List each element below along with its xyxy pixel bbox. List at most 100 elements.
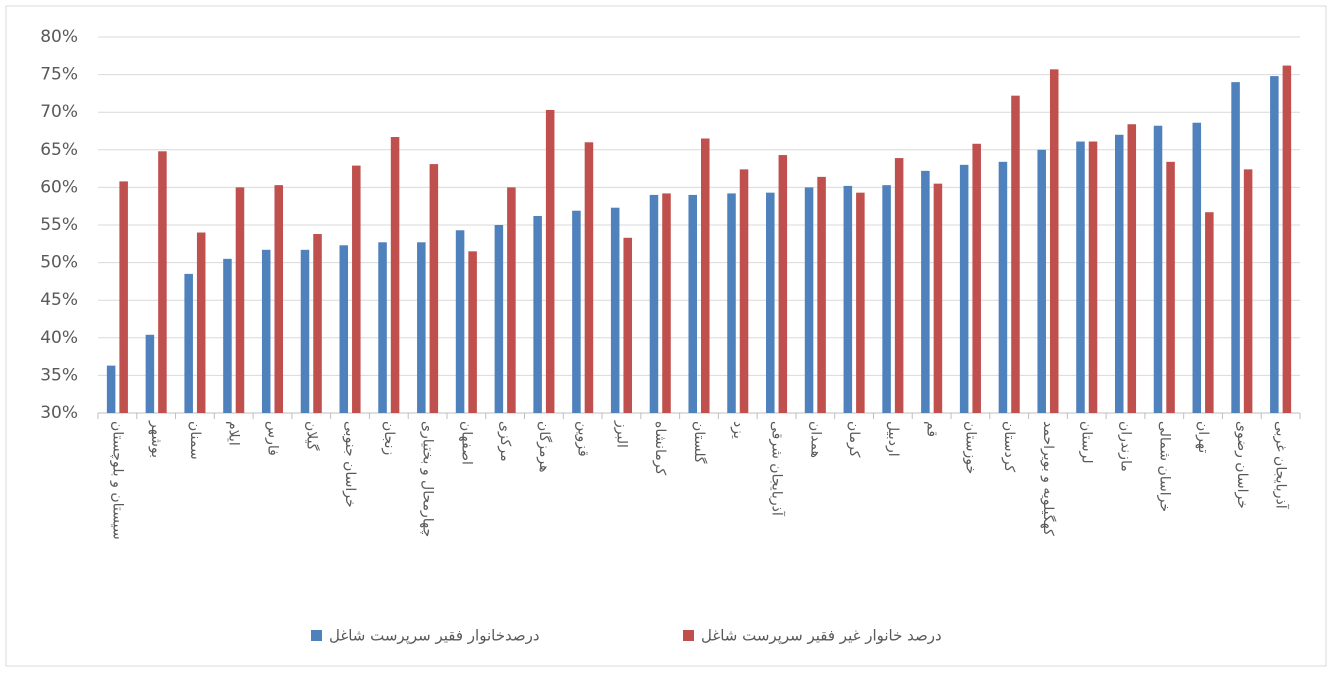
bar (1127, 124, 1137, 414)
bar (843, 185, 853, 413)
bar (390, 137, 400, 414)
x-tick-label: گیلان (303, 421, 320, 451)
x-tick-label: سیستان و بلوچستان (109, 421, 125, 540)
x-tick-label: تهران (1195, 421, 1211, 453)
bar (545, 109, 555, 413)
x-tick-label: مازندران (1118, 421, 1134, 472)
y-tick-label: 50% (40, 253, 78, 273)
x-tick-label: قزوین (575, 421, 591, 457)
bar (1166, 161, 1175, 413)
x-tick-label: ایلام (226, 421, 242, 446)
bar (533, 215, 542, 413)
bar (662, 193, 671, 413)
bar (429, 164, 439, 413)
bar (352, 165, 361, 413)
legend-label: درصد خانوار غیر فقیر سرپرست شاغل (701, 627, 942, 646)
bar (921, 170, 930, 413)
bar (610, 207, 620, 413)
x-tick-label: خراسان رضوی (1234, 421, 1250, 509)
bar (727, 193, 736, 413)
x-tick-label: بوشهر (148, 420, 164, 458)
y-tick-label: 30% (40, 403, 78, 423)
bar (649, 194, 659, 413)
x-tick-label: اصفهان (458, 421, 474, 465)
x-tick-label: خراسان شمالی (1156, 421, 1172, 512)
x-tick-label: چهارمحال و بختیاری (420, 421, 436, 537)
x-tick-label: هرمزگان (536, 421, 553, 473)
y-tick-label: 35% (40, 365, 78, 385)
x-tick-label: کرمان (846, 421, 862, 458)
y-tick-label: 80% (40, 27, 78, 47)
bar (261, 249, 271, 413)
x-tick-label: سمنان (187, 421, 203, 460)
bar (494, 225, 504, 413)
bar (223, 258, 232, 413)
x-tick-label: البرز (613, 420, 629, 448)
bar (1088, 141, 1098, 413)
bar (766, 192, 775, 413)
x-tick-label: آذربایجان غربی (1273, 421, 1290, 510)
bar (1192, 122, 1202, 413)
bar (184, 273, 193, 413)
y-tick-label: 65% (40, 140, 78, 160)
x-tick-label: یزد (730, 421, 746, 439)
bar (998, 161, 1008, 413)
x-tick-label: لرستان (1079, 421, 1095, 464)
bar (1153, 125, 1163, 414)
x-tick-label: فارس (264, 421, 280, 456)
bar (701, 138, 710, 413)
bar (339, 245, 349, 413)
bar (972, 143, 981, 413)
bar (894, 158, 904, 413)
bar (688, 194, 697, 413)
bar (507, 187, 516, 413)
x-tick-label: همدان (807, 421, 823, 458)
bar (882, 185, 891, 413)
legend-label: درصدخانوار فقیر سرپرست شاغل (329, 627, 540, 646)
bar (417, 242, 426, 413)
bar (778, 155, 788, 413)
bar (119, 181, 128, 413)
y-tick-label: 75% (40, 65, 78, 85)
bar (300, 249, 310, 413)
bar (1231, 82, 1240, 414)
bar (158, 151, 167, 413)
bar (106, 365, 116, 413)
bar (584, 142, 594, 413)
bar (1205, 212, 1214, 413)
y-tick-label: 55% (40, 215, 78, 235)
bar (933, 183, 943, 413)
y-tick-label: 40% (40, 328, 78, 348)
x-tick-label: گلستان (691, 421, 708, 464)
x-tick-label: کرمانشاه (652, 421, 668, 475)
bar (1270, 76, 1279, 413)
x-tick-label: کردستان (1001, 421, 1017, 472)
bar (739, 169, 749, 413)
bar (572, 210, 581, 413)
x-tick-label: آذربایجان شرقی (769, 421, 786, 517)
x-tick-label: خراسان جنوبی (342, 421, 358, 508)
bar (196, 232, 206, 413)
bar (1011, 95, 1020, 413)
bar (1243, 169, 1253, 413)
bar (804, 187, 814, 413)
bar (313, 234, 322, 413)
y-tick-label: 70% (40, 102, 78, 122)
bar (1037, 149, 1046, 414)
bar (145, 334, 155, 413)
bar (1049, 69, 1059, 413)
bar (623, 237, 632, 413)
bar (468, 251, 477, 413)
bar (455, 230, 465, 413)
bar (378, 242, 387, 413)
bar (959, 164, 969, 413)
x-tick-label: کهگیلویه و بویراحمد (1040, 421, 1057, 536)
bar (1282, 65, 1292, 414)
bar (235, 187, 245, 413)
x-tick-label: قم (924, 421, 940, 437)
bar (817, 176, 826, 413)
legend-swatch (683, 630, 694, 641)
x-tick-label: اردبیل (885, 421, 901, 457)
bar (274, 185, 284, 413)
